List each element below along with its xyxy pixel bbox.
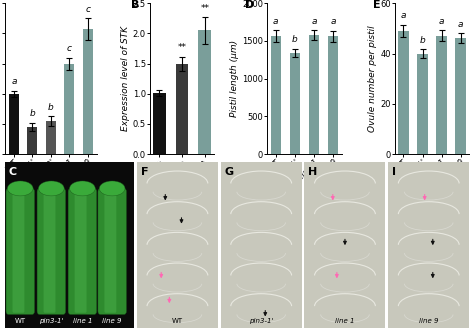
Text: G: G xyxy=(225,167,234,177)
FancyBboxPatch shape xyxy=(74,190,87,313)
Bar xyxy=(199,30,211,154)
Y-axis label: Pistil length (μm): Pistil length (μm) xyxy=(230,40,239,117)
Text: I: I xyxy=(392,167,396,177)
Ellipse shape xyxy=(70,181,95,196)
Text: b: b xyxy=(29,109,35,118)
Text: F: F xyxy=(141,167,148,177)
Text: line 1: line 1 xyxy=(73,318,92,324)
Text: a: a xyxy=(273,17,279,25)
Text: c: c xyxy=(67,44,72,53)
Text: c: c xyxy=(85,5,90,14)
Text: b: b xyxy=(292,35,298,44)
Bar xyxy=(456,38,466,154)
Text: a: a xyxy=(11,77,17,86)
Text: WT: WT xyxy=(172,318,183,324)
Bar xyxy=(9,94,19,154)
Text: WT: WT xyxy=(15,318,26,324)
Y-axis label: Ovule number per pistil: Ovule number per pistil xyxy=(368,25,377,132)
FancyBboxPatch shape xyxy=(44,190,55,313)
Bar xyxy=(176,64,188,154)
FancyBboxPatch shape xyxy=(37,188,65,314)
Text: D: D xyxy=(245,0,254,10)
FancyBboxPatch shape xyxy=(68,188,97,314)
Bar xyxy=(290,53,300,154)
FancyBboxPatch shape xyxy=(98,188,127,314)
Text: a: a xyxy=(439,17,444,26)
Ellipse shape xyxy=(8,181,33,196)
Bar xyxy=(309,35,319,154)
FancyBboxPatch shape xyxy=(12,190,25,313)
Bar xyxy=(398,31,409,154)
Text: line 9: line 9 xyxy=(102,318,122,324)
Ellipse shape xyxy=(38,181,64,196)
Bar xyxy=(82,29,92,154)
Bar xyxy=(153,93,165,154)
Text: E: E xyxy=(373,0,380,10)
FancyBboxPatch shape xyxy=(104,190,116,313)
Text: C: C xyxy=(9,167,17,177)
Text: pin3-1': pin3-1' xyxy=(249,318,273,324)
Bar xyxy=(328,36,338,154)
Text: B: B xyxy=(131,0,139,10)
Text: b: b xyxy=(48,103,54,112)
Text: **: ** xyxy=(177,43,186,52)
Text: b: b xyxy=(419,35,426,44)
Bar xyxy=(271,36,281,154)
Bar xyxy=(417,54,428,154)
Text: line 1: line 1 xyxy=(335,318,355,324)
Text: a: a xyxy=(330,17,336,26)
Text: a: a xyxy=(401,11,406,20)
Y-axis label: Expression level of STK: Expression level of STK xyxy=(121,26,130,131)
Bar xyxy=(27,127,37,154)
Bar xyxy=(437,36,447,154)
Bar xyxy=(46,121,56,154)
FancyBboxPatch shape xyxy=(6,188,35,314)
Text: a: a xyxy=(458,20,464,29)
Text: **: ** xyxy=(200,4,209,13)
Bar xyxy=(64,64,74,154)
Text: pin3-1': pin3-1' xyxy=(39,318,64,324)
Text: H: H xyxy=(309,167,318,177)
Text: line 9: line 9 xyxy=(419,318,438,324)
Text: a: a xyxy=(311,17,317,25)
Ellipse shape xyxy=(100,181,125,196)
